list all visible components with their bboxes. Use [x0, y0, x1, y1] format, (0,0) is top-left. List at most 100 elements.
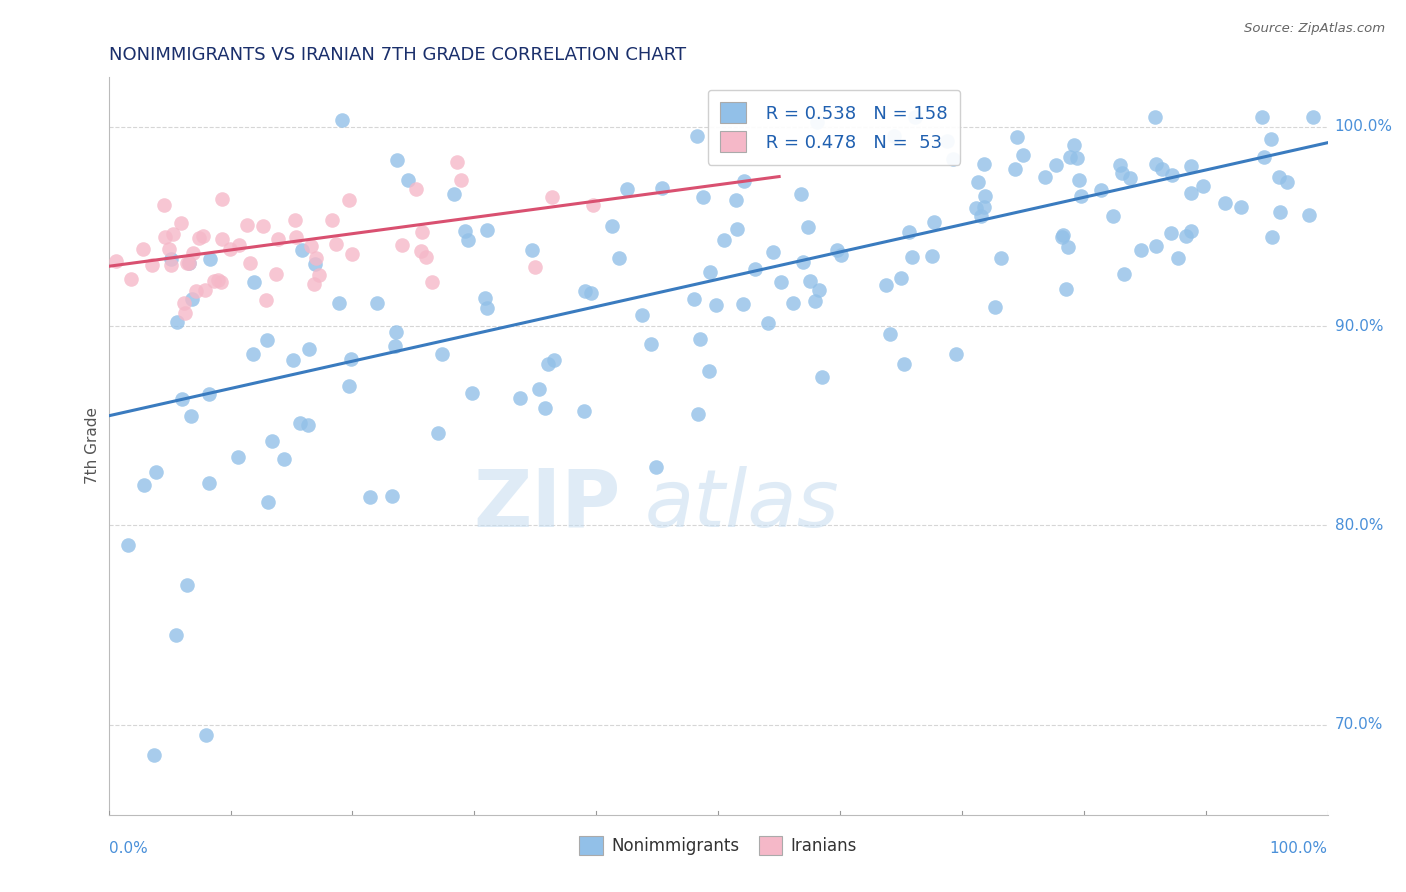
Point [1066, 151, 1088, 165]
Point [218, 243, 240, 257]
Point [581, 198, 603, 212]
Point [607, 252, 630, 266]
Point [446, 154, 468, 169]
Point [1167, 252, 1189, 266]
Point [359, 490, 381, 504]
Point [291, 243, 314, 257]
Point [733, 174, 755, 188]
Point [1144, 238, 1167, 252]
Point [299, 239, 322, 253]
Point [330, 113, 353, 128]
Point [879, 327, 901, 342]
Point [188, 231, 211, 245]
Point [180, 293, 202, 307]
Point [381, 489, 404, 503]
Point [541, 190, 564, 204]
Point [1144, 110, 1167, 124]
Point [177, 256, 200, 270]
Point [194, 283, 217, 297]
Point [893, 357, 915, 371]
Point [170, 392, 193, 406]
Text: 90.0%: 90.0% [1334, 318, 1384, 334]
Point [1160, 226, 1182, 240]
Point [254, 293, 277, 307]
Point [509, 391, 531, 405]
Point [1129, 243, 1152, 257]
Point [180, 409, 202, 423]
Point [256, 495, 278, 509]
Point [267, 231, 290, 245]
Point [523, 260, 546, 274]
Point [1111, 166, 1133, 180]
Point [207, 273, 229, 287]
Point [1050, 230, 1073, 244]
Point [713, 233, 735, 247]
Point [160, 252, 183, 266]
Point [1268, 205, 1291, 219]
Point [432, 347, 454, 361]
Point [600, 219, 623, 233]
Point [1070, 189, 1092, 203]
Point [1260, 131, 1282, 145]
Point [811, 369, 834, 384]
Point [337, 193, 360, 207]
Point [450, 172, 472, 186]
Point [630, 308, 652, 322]
Point [792, 255, 814, 269]
Text: NONIMMIGRANTS VS IRANIAN 7TH GRADE CORRELATION CHART: NONIMMIGRANTS VS IRANIAN 7TH GRADE CORRE… [108, 46, 686, 64]
Point [457, 233, 479, 247]
Point [808, 283, 831, 297]
Point [645, 459, 668, 474]
Point [211, 192, 233, 206]
Point [806, 115, 828, 129]
Point [228, 238, 250, 252]
Point [970, 209, 993, 223]
Point [529, 382, 551, 396]
Point [945, 347, 967, 361]
Point [239, 256, 262, 270]
Point [325, 236, 347, 251]
Point [799, 274, 821, 288]
Point [790, 186, 813, 201]
Point [411, 226, 433, 240]
Point [195, 728, 218, 742]
Point [290, 416, 312, 430]
Point [186, 284, 208, 298]
Point [921, 248, 943, 262]
Point [340, 246, 363, 260]
Point [226, 450, 249, 464]
Point [616, 181, 638, 195]
Point [396, 173, 419, 187]
Point [298, 342, 321, 356]
Point [415, 250, 437, 264]
Point [1090, 183, 1112, 197]
Point [984, 301, 1007, 315]
Point [725, 222, 748, 236]
Text: ZIP: ZIP [474, 466, 620, 544]
Point [385, 153, 408, 167]
Point [162, 227, 184, 242]
Point [762, 244, 785, 259]
Point [145, 465, 167, 479]
Point [177, 255, 200, 269]
Point [166, 315, 188, 329]
Point [384, 339, 406, 353]
Point [756, 316, 779, 330]
Point [1275, 175, 1298, 189]
Point [903, 110, 925, 124]
Point [733, 296, 755, 310]
Text: atlas: atlas [645, 466, 839, 544]
Point [152, 198, 174, 212]
Text: 70.0%: 70.0% [1334, 717, 1384, 732]
Point [1045, 158, 1067, 172]
Point [273, 451, 295, 466]
Point [973, 189, 995, 203]
Point [142, 747, 165, 762]
Point [744, 261, 766, 276]
Point [120, 272, 142, 286]
Point [973, 156, 995, 170]
Point [922, 215, 945, 229]
Y-axis label: 7th Grade: 7th Grade [86, 408, 100, 484]
Point [1180, 159, 1202, 173]
Point [337, 378, 360, 392]
